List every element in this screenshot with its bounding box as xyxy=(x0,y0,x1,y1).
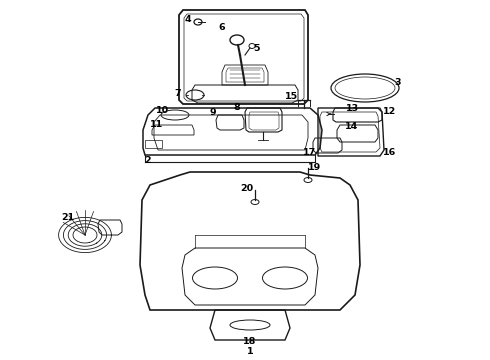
Text: 16: 16 xyxy=(383,148,396,157)
Text: 8: 8 xyxy=(234,103,241,112)
Text: 10: 10 xyxy=(155,105,169,114)
Text: 11: 11 xyxy=(150,120,164,129)
Text: 9: 9 xyxy=(210,108,216,117)
Text: 17: 17 xyxy=(303,148,317,157)
Text: 2: 2 xyxy=(145,156,151,165)
Text: 4: 4 xyxy=(185,14,191,23)
Text: 19: 19 xyxy=(308,162,321,171)
Text: 12: 12 xyxy=(383,107,396,116)
Text: 3: 3 xyxy=(395,77,401,86)
Text: 6: 6 xyxy=(219,23,225,32)
Text: 21: 21 xyxy=(61,212,74,221)
Text: 7: 7 xyxy=(175,89,181,98)
Text: 20: 20 xyxy=(241,184,253,193)
Text: 13: 13 xyxy=(345,104,359,112)
Text: 18: 18 xyxy=(244,338,257,346)
Text: 1: 1 xyxy=(246,346,253,356)
Text: 15: 15 xyxy=(284,91,297,100)
Text: 14: 14 xyxy=(345,122,359,131)
Text: 5: 5 xyxy=(254,44,260,53)
